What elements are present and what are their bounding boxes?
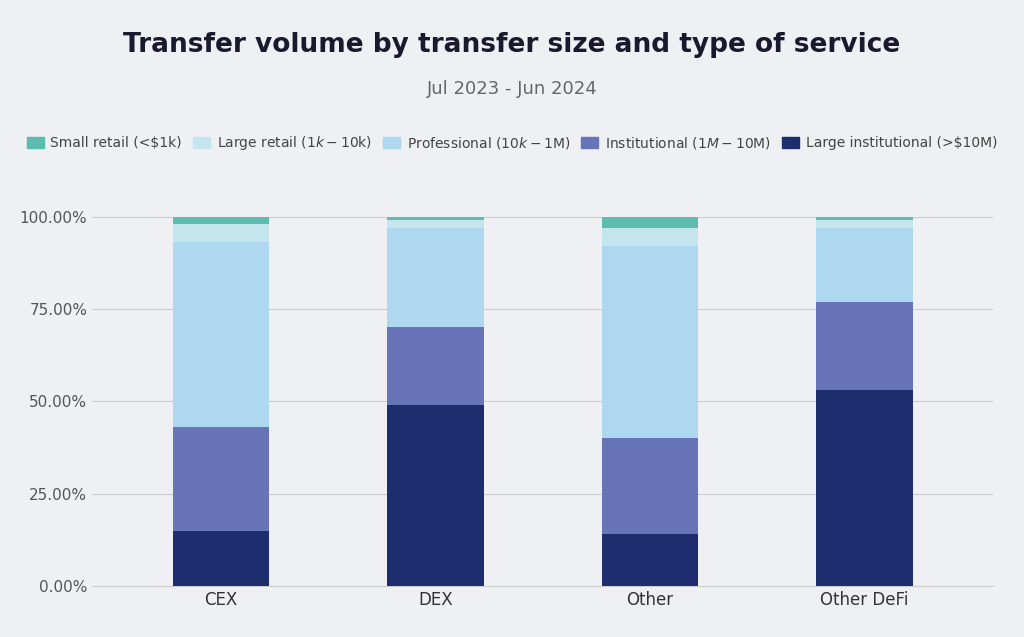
Bar [387, 405, 483, 586]
Text: Jul 2023 - Jun 2024: Jul 2023 - Jun 2024 [427, 80, 597, 97]
Bar [173, 427, 269, 531]
Bar [816, 220, 912, 227]
Bar [602, 438, 698, 534]
Legend: Small retail (<$1k), Large retail ($1k-$10k), Professional ($10k-$1M), Instituti: Small retail (<$1k), Large retail ($1k-$… [27, 134, 997, 152]
Bar [816, 390, 912, 586]
Bar [387, 227, 483, 327]
Bar [602, 246, 698, 438]
Bar [816, 227, 912, 301]
Bar [387, 220, 483, 227]
Bar [173, 224, 269, 243]
Bar [173, 217, 269, 224]
Bar [602, 534, 698, 586]
Bar [816, 217, 912, 220]
Bar [602, 227, 698, 246]
Bar [173, 531, 269, 586]
Bar [602, 217, 698, 227]
Text: Transfer volume by transfer size and type of service: Transfer volume by transfer size and typ… [123, 32, 901, 58]
Bar [387, 217, 483, 220]
Bar [173, 243, 269, 427]
Bar [387, 327, 483, 405]
Bar [816, 301, 912, 390]
